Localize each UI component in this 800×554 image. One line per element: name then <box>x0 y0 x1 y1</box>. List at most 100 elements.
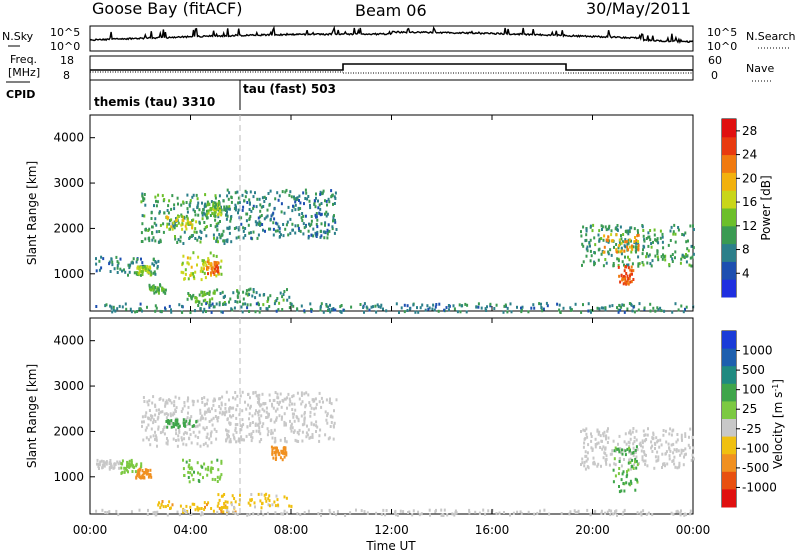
echo-cell <box>221 395 224 399</box>
echo-cell <box>246 513 249 517</box>
x-tick-label: 08:00 <box>274 523 309 537</box>
echo-cell <box>283 423 286 427</box>
echo-cell <box>604 308 607 312</box>
echo-cell <box>200 302 203 306</box>
echo-cell <box>672 512 675 516</box>
echo-cell <box>211 302 214 306</box>
echo-cell <box>605 437 607 441</box>
echo-cell <box>105 462 108 466</box>
echo-cell <box>249 423 252 427</box>
echo-cell <box>307 195 310 198</box>
echo-cell <box>108 510 111 514</box>
power-colorbar-swatch <box>722 154 736 173</box>
y-tick-label: 4000 <box>53 334 84 348</box>
echo-cell <box>293 402 296 406</box>
echo-cell <box>596 442 599 446</box>
echo-cell <box>278 453 281 457</box>
echo-cell <box>174 223 177 227</box>
echo-cell <box>284 449 287 453</box>
echo-cell <box>315 420 318 424</box>
echo-cell <box>409 307 411 311</box>
x-tick-label: 00:00 <box>676 523 711 537</box>
echo-cell <box>257 492 260 496</box>
echo-cell <box>226 210 228 214</box>
echo-cell <box>207 501 210 505</box>
echo-cell <box>276 222 279 226</box>
echo-cell <box>234 423 237 427</box>
echo-cell <box>230 415 233 419</box>
echo-cell <box>192 272 195 276</box>
echo-cell <box>642 450 645 454</box>
echo-cell <box>152 418 155 422</box>
echo-cell <box>206 291 209 295</box>
echo-cell <box>172 437 175 441</box>
echo-cell <box>627 282 630 286</box>
echo-cell <box>118 460 121 464</box>
echo-cell <box>241 424 243 428</box>
echo-cell <box>212 208 215 212</box>
echo-cell <box>326 236 329 240</box>
echo-cell <box>97 462 100 466</box>
echo-cell <box>625 481 628 485</box>
echo-cell <box>173 404 176 408</box>
echo-cell <box>207 257 210 261</box>
echo-cell <box>279 456 282 460</box>
echo-cell <box>411 513 414 517</box>
echo-cell <box>155 408 158 412</box>
echo-cell <box>176 510 179 514</box>
echo-cell <box>237 201 240 205</box>
echo-cell <box>656 255 659 259</box>
echo-cell <box>232 406 235 410</box>
echo-cell <box>226 188 229 192</box>
echo-cell <box>292 304 295 308</box>
echo-cell <box>530 306 533 310</box>
echo-cell <box>213 305 216 309</box>
echo-cell <box>193 470 195 474</box>
echo-cell <box>216 510 219 514</box>
echo-cell <box>100 266 103 270</box>
echo-cell <box>162 222 165 226</box>
echo-cell <box>206 267 209 271</box>
echo-cell <box>236 404 239 408</box>
echo-cell <box>691 435 694 439</box>
echo-cell <box>164 505 167 509</box>
echo-cell <box>617 259 620 263</box>
echo-cell <box>645 255 648 259</box>
echo-cell <box>181 227 184 231</box>
echo-cell <box>692 246 695 250</box>
echo-cell <box>634 236 636 239</box>
velocity-unit-exponent: -1 <box>771 384 780 392</box>
echo-cell <box>207 272 209 276</box>
echo-cell <box>155 204 158 208</box>
echo-cell <box>273 217 276 221</box>
echo-cell <box>159 410 162 414</box>
echo-cell <box>204 193 207 197</box>
echo-cell <box>130 310 133 314</box>
echo-cell <box>617 442 619 446</box>
echo-cell <box>185 214 188 218</box>
echo-cell <box>310 422 313 426</box>
echo-cell <box>233 505 235 509</box>
echo-cell <box>228 207 231 211</box>
echo-cell <box>147 469 150 473</box>
echo-cell <box>121 269 123 273</box>
echo-cell <box>613 449 616 453</box>
echo-cell <box>95 257 97 261</box>
echo-cell <box>161 430 164 434</box>
echo-cell <box>633 463 635 467</box>
echo-cell <box>232 291 235 295</box>
echo-cell <box>175 406 178 410</box>
echo-cell <box>677 510 679 514</box>
echo-cell <box>237 291 240 295</box>
echo-cell <box>183 437 186 441</box>
echo-cell <box>128 459 131 463</box>
echo-cell <box>685 513 687 517</box>
echo-cell <box>617 264 620 267</box>
echo-cell <box>144 267 147 271</box>
echo-cell <box>178 303 181 307</box>
echo-cell <box>274 229 277 233</box>
echo-cell <box>154 260 157 263</box>
echo-cell <box>270 432 273 436</box>
echo-cell <box>431 307 434 311</box>
echo-cell <box>177 221 180 225</box>
